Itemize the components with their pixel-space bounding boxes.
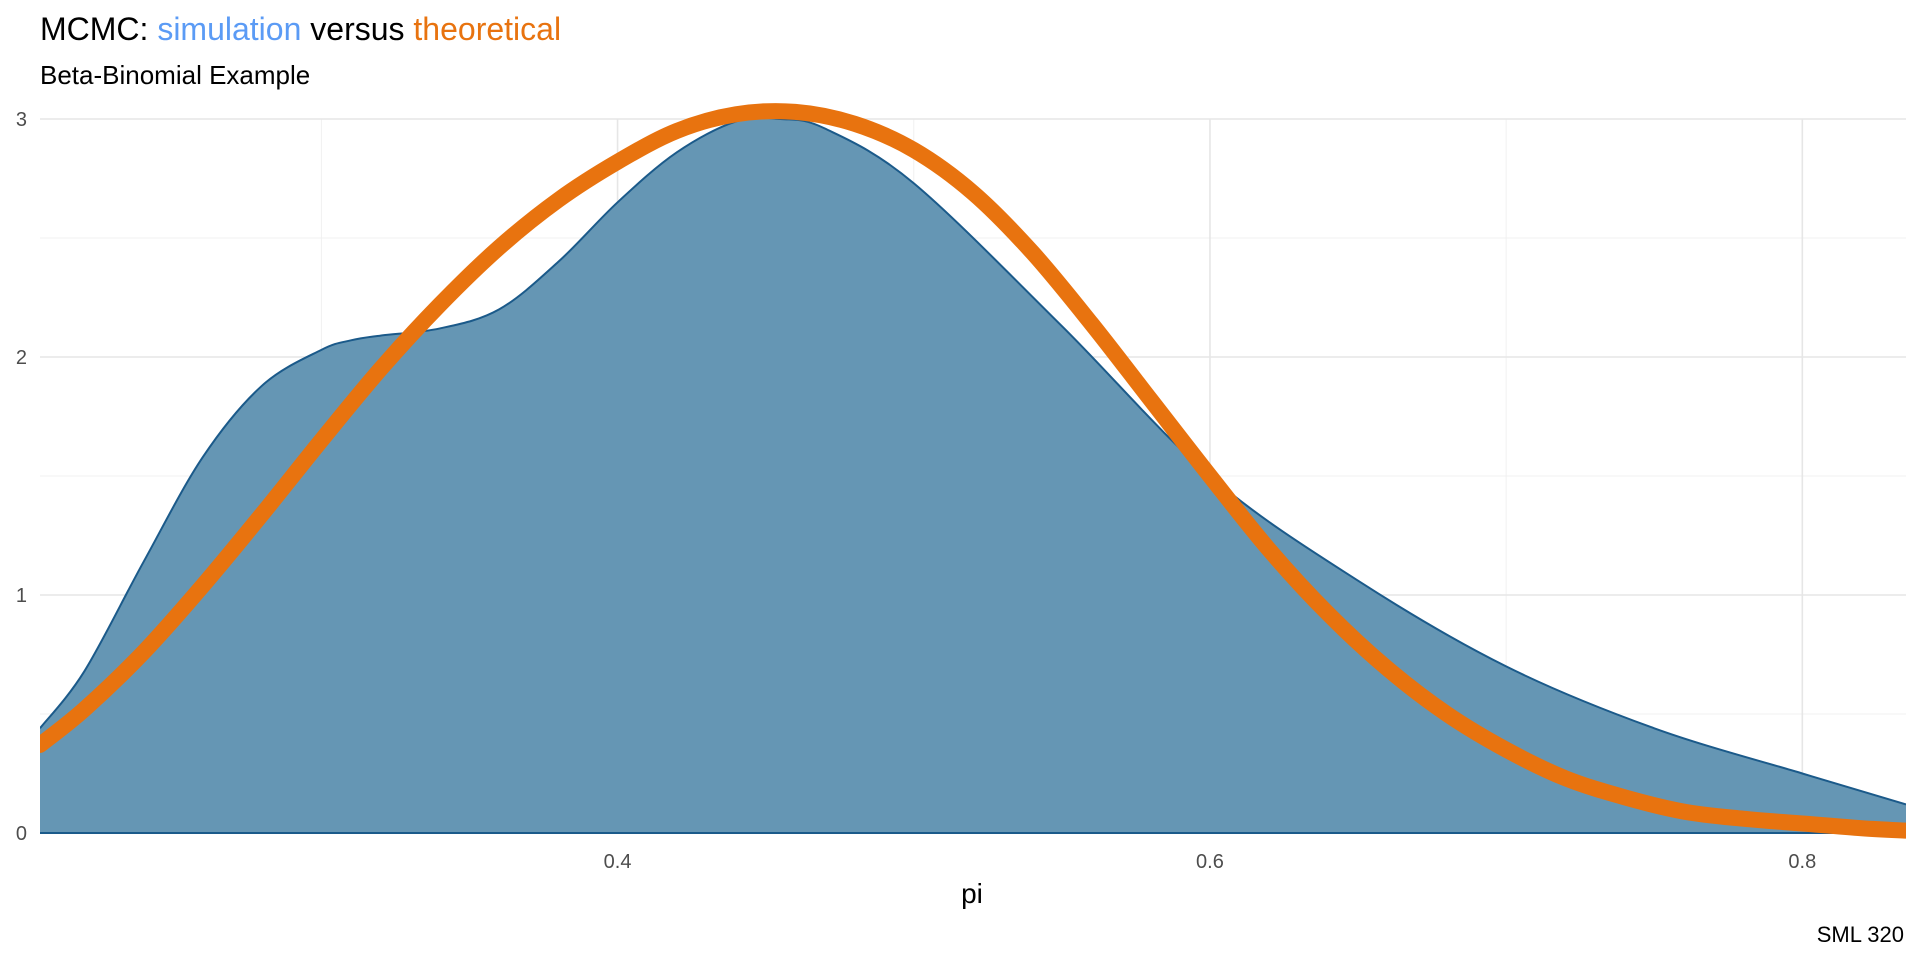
title-simulation: simulation [157,11,301,47]
axis-ticks: 0.4 0.6 0.8 0 1 2 3 [16,109,1816,873]
chart-title: MCMC: simulation versus theoretical [40,11,561,47]
y-tick-label: 0 [16,823,27,845]
plot-data [40,103,1906,839]
simulation-density-area [40,117,1906,833]
title-theoretical: theoretical [413,11,561,47]
x-tick-label: 0.4 [604,851,632,873]
theoretical-curve [40,103,1906,839]
x-tick-label: 0.8 [1788,851,1816,873]
chart-subtitle: Beta-Binomial Example [40,60,310,90]
simulation-density-outline [40,116,1906,806]
chart-caption: SML 320 [1817,922,1904,947]
title-prefix: MCMC: [40,11,157,47]
y-tick-label: 3 [16,109,27,131]
x-tick-label: 0.6 [1196,851,1224,873]
x-axis-title: pi [961,878,983,909]
title-middle: versus [301,11,413,47]
y-tick-label: 1 [16,585,27,607]
y-tick-label: 2 [16,347,27,369]
